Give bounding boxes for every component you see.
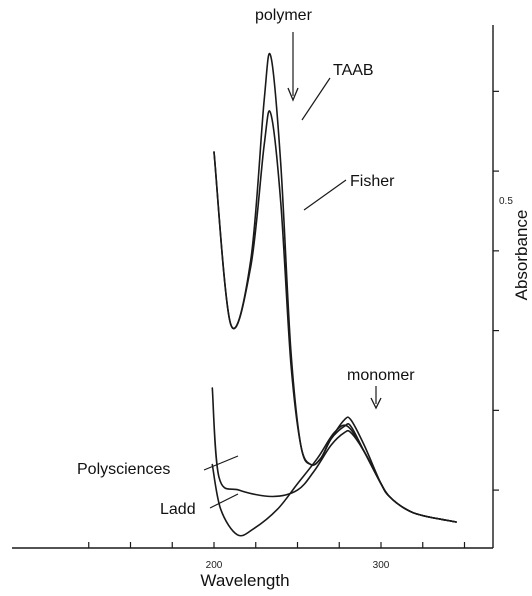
taab-leader	[301, 77, 331, 121]
monomer-label: monomer	[347, 367, 415, 384]
x-axis-title: Wavelength	[200, 571, 289, 590]
ladd-label: Ladd	[160, 501, 196, 518]
fisher-leader	[303, 179, 347, 211]
series-line-fisher	[213, 110, 457, 523]
ladd-leader	[209, 493, 239, 509]
polymer-arrowhead-icon	[287, 87, 299, 102]
series-line-ladd	[211, 424, 457, 537]
fisher-label: Fisher	[350, 173, 395, 190]
polysciences-label: Polysciences	[77, 461, 170, 478]
y-tick-label-0-5: 0.5	[499, 196, 513, 207]
polysciences-leader	[203, 455, 239, 471]
x-tick-label-300: 300	[373, 560, 390, 571]
series-line-taab	[213, 52, 457, 523]
series-line-polysciences	[211, 387, 457, 523]
x-tick-label-200: 200	[206, 560, 223, 571]
polymer-label: polymer	[255, 7, 313, 24]
monomer-arrowhead-icon	[370, 397, 382, 410]
taab-label: TAAB	[333, 62, 374, 79]
x-axis-ticks	[88, 542, 466, 548]
series-layer	[211, 52, 457, 537]
y-axis-title: Absorbance	[512, 210, 531, 301]
y-axis-ticks	[493, 90, 499, 491]
